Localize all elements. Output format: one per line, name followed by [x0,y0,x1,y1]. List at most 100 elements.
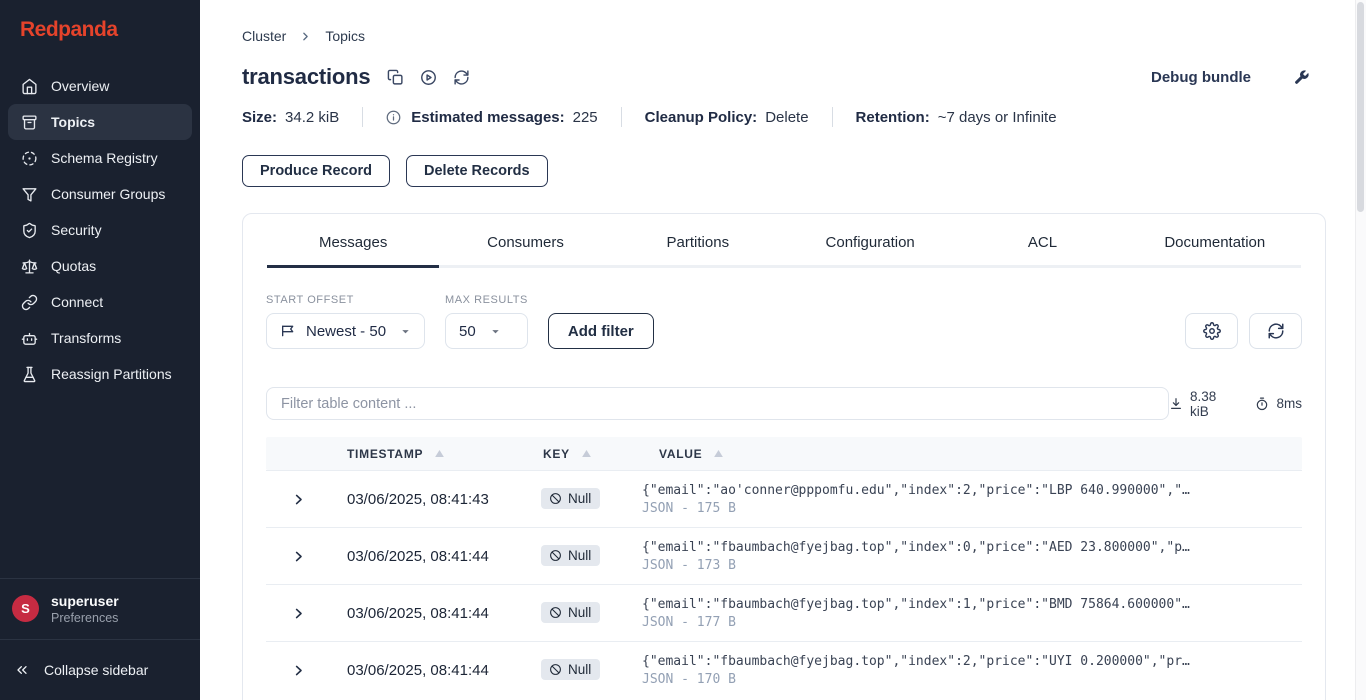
refresh-icon[interactable] [453,68,471,86]
sidebar-item-consumer-groups[interactable]: Consumer Groups [8,176,192,212]
chevron-down-icon [490,326,501,337]
table-header: TIMESTAMP KEY VALUE [266,437,1302,470]
sidebar-item-reassign-partitions[interactable]: Reassign Partitions [8,356,192,392]
refresh-messages-button[interactable] [1249,313,1302,349]
sidebar-item-label: Overview [51,78,110,94]
message-key: Null [526,545,642,567]
stat-cleanup-policy: Cleanup Policy: Delete [645,109,809,126]
expand-row-icon[interactable] [266,663,330,678]
stat-retention: Retention: ~7 days or Infinite [856,109,1057,126]
sort-icon[interactable] [581,450,591,457]
stat-label: Retention: [855,108,930,126]
message-value: {"email":"ao'conner@pppomfu.edu","index"… [642,483,1302,516]
search-row: 8.38 kiB 8ms [266,387,1302,420]
table-row[interactable]: 03/06/2025, 08:41:44 Null {"email":"fbau… [266,641,1302,698]
max-results-group: MAX RESULTS 50 [445,294,528,349]
topics-box-icon [20,113,38,131]
sidebar: Redpanda Overview Topics Schema Registry [0,0,200,700]
scrollbar[interactable] [1355,0,1366,700]
table-row[interactable]: 03/06/2025, 08:41:44 Null {"email":"fbau… [266,584,1302,641]
sidebar-item-label: Reassign Partitions [51,366,172,382]
sidebar-item-overview[interactable]: Overview [8,68,192,104]
value-meta: JSON - 170 B [642,671,736,687]
user-preferences-label: Preferences [51,610,119,625]
info-icon[interactable] [386,110,401,125]
scrollbar-thumb[interactable] [1357,2,1364,212]
stat-value: 225 [572,108,598,126]
stat-estimated-messages: Estimated messages: 225 [386,108,598,126]
sort-icon[interactable] [435,450,445,457]
download-size: 8.38 kiB [1190,388,1217,419]
wrench-icon[interactable] [1293,69,1310,86]
stat-value: ~7 days or Infinite [937,108,1057,126]
max-results-select[interactable]: 50 [445,313,528,349]
null-badge: Null [541,488,601,509]
start-offset-select[interactable]: Newest - 50 [266,313,426,349]
download-icon [1169,397,1183,411]
sidebar-item-label: Consumer Groups [51,186,166,202]
messages-table: TIMESTAMP KEY VALUE [266,437,1302,698]
sidebar-item-connect[interactable]: Connect [8,284,192,320]
tab-documentation[interactable]: Documentation [1164,234,1266,251]
message-value: {"email":"fbaumbach@fyejbag.top","index"… [642,654,1302,687]
expand-row-icon[interactable] [266,492,330,507]
sidebar-item-label: Topics [51,114,96,130]
sidebar-item-security[interactable]: Security [8,212,192,248]
message-key: Null [526,659,642,681]
message-timestamp: 03/06/2025, 08:41:44 [347,547,489,565]
copy-icon[interactable] [387,68,405,86]
breadcrumb-cluster[interactable]: Cluster [242,28,287,44]
sidebar-item-transforms[interactable]: Transforms [8,320,192,356]
sidebar-nav: Overview Topics Schema Registry Consumer… [0,68,200,392]
stat-divider [831,107,833,127]
topic-stats: Size: 34.2 kiB Estimated messages: 225 C… [242,107,1326,127]
ban-icon [550,493,561,504]
chevron-right-icon [299,30,312,43]
table-row[interactable]: 03/06/2025, 08:41:43 Null {"email":"ao'c… [266,470,1302,527]
user-preferences[interactable]: S superuser Preferences [0,577,200,639]
main-content: Cluster Topics transactions Debug bundle [200,0,1366,700]
robot-icon [20,329,38,347]
fetch-stats: 8.38 kiB 8ms [1169,389,1302,419]
filter-table-input[interactable] [266,387,1169,420]
double-chevron-left-icon [14,662,30,678]
shield-check-icon [20,221,38,239]
add-filter-button[interactable]: Add filter [547,313,654,349]
tab-bar: Messages Consumers Partitions Configurat… [267,214,1301,268]
value-meta: JSON - 173 B [642,557,736,573]
max-results-value: 50 [459,322,476,340]
sidebar-item-quotas[interactable]: Quotas [8,248,192,284]
tab-consumers[interactable]: Consumers [487,234,564,251]
tab-messages[interactable]: Messages [267,214,440,268]
delete-records-button[interactable]: Delete Records [406,155,548,187]
sort-icon[interactable] [714,450,724,457]
table-row[interactable]: 03/06/2025, 08:41:44 Null {"email":"fbau… [266,527,1302,584]
ban-icon [550,664,561,675]
settings-button[interactable] [1185,313,1238,349]
debug-bundle-link[interactable]: Debug bundle [1151,68,1251,86]
column-timestamp: TIMESTAMP [330,447,526,461]
ban-icon [550,607,561,618]
sidebar-item-topics[interactable]: Topics [8,104,192,140]
message-timestamp: 03/06/2025, 08:41:44 [347,604,489,622]
sidebar-item-label: Schema Registry [51,150,158,166]
sidebar-item-label: Quotas [51,258,97,274]
stat-label: Size: [242,108,278,126]
tab-acl[interactable]: ACL [1027,234,1058,251]
play-circle-icon[interactable] [420,68,438,86]
null-badge: Null [541,602,601,623]
stat-divider [620,107,622,127]
tab-configuration[interactable]: Configuration [825,234,915,251]
expand-row-icon[interactable] [266,549,330,564]
tab-partitions[interactable]: Partitions [666,234,730,251]
breadcrumb-topics[interactable]: Topics [325,28,366,44]
avatar: S [12,595,39,623]
expand-row-icon[interactable] [266,606,330,621]
title-row: transactions Debug bundle [242,64,1326,90]
start-offset-value: Newest - 50 [306,322,387,340]
topic-card: Messages Consumers Partitions Configurat… [242,213,1326,700]
sidebar-item-schema-registry[interactable]: Schema Registry [8,140,192,176]
topic-actions: Produce Record Delete Records [242,155,1326,187]
collapse-sidebar-button[interactable]: Collapse sidebar [0,639,200,700]
produce-record-button[interactable]: Produce Record [242,155,390,187]
